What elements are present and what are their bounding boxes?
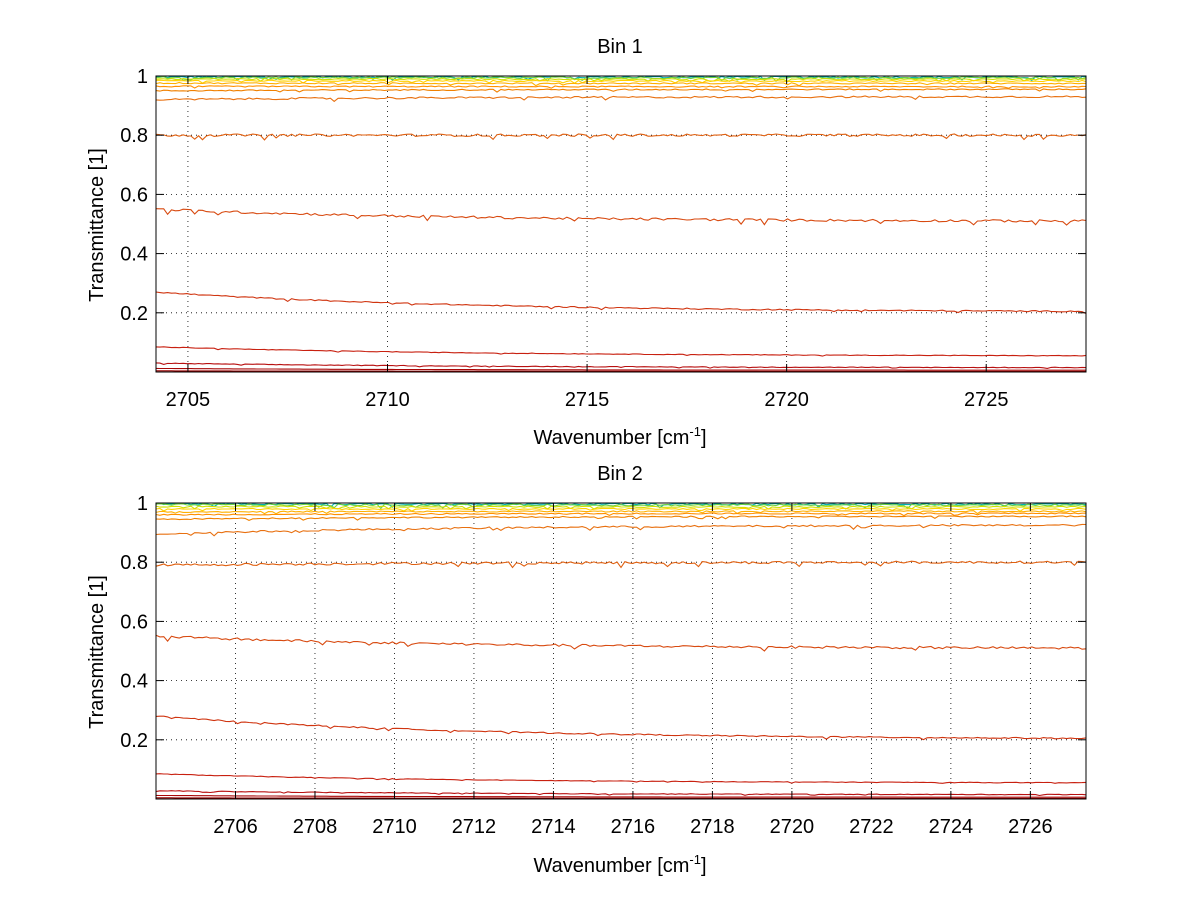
x-axis-label-tail: ]	[701, 855, 707, 877]
series-line	[155, 515, 1087, 522]
x-tick-label: 2714	[531, 816, 576, 838]
series-line	[155, 507, 1087, 512]
x-axis-label: Wavenumber [cm-1]	[533, 424, 706, 449]
series-line	[156, 370, 1086, 372]
x-tick-label: 2718	[690, 816, 735, 838]
x-tick-label: 2712	[452, 816, 497, 838]
series-line	[155, 95, 1087, 103]
ticks: 2705 2710 2715 2720 2725 0.2 0.4 0.6 0.8 1	[120, 66, 1086, 411]
series-line	[155, 79, 1087, 84]
x-tick-label: 2725	[964, 389, 1009, 411]
y-axis-label: Transmittance [1]	[86, 148, 108, 302]
y-tick-label: 0.2	[120, 303, 148, 325]
series-line	[155, 794, 1086, 798]
series-line	[155, 634, 1087, 652]
series-line	[155, 773, 1087, 784]
x-tick-label: 2715	[565, 389, 610, 411]
axes-frame	[155, 75, 1087, 373]
axes-frame	[155, 502, 1087, 800]
x-tick-label: 2708	[293, 816, 338, 838]
series-group	[155, 502, 1087, 799]
x-axis-label: Wavenumber [cm-1]	[533, 852, 706, 877]
series-line	[155, 523, 1087, 537]
x-tick-label: 2726	[1008, 816, 1053, 838]
y-tick-label: 1	[137, 493, 148, 515]
x-tick-label: 2720	[764, 389, 809, 411]
series-line	[155, 560, 1087, 569]
series-line	[155, 77, 1087, 83]
x-tick-label: 2722	[849, 816, 894, 838]
x-axis-label-superscript: -1	[689, 852, 701, 867]
series-line	[156, 503, 1087, 510]
x-axis-label-main: Wavenumber [cm	[533, 427, 689, 449]
series-line	[155, 512, 1086, 517]
series-line	[155, 208, 1087, 226]
ticks: 2706 2708 2710 2712 2714 2716 2718 2720 2722 2724…	[120, 493, 1086, 838]
series-line	[155, 133, 1087, 141]
y-tick-label: 0.8	[120, 552, 148, 574]
x-tick-label: 2716	[611, 816, 656, 838]
series-line	[155, 790, 1087, 797]
series-line	[155, 76, 1087, 82]
series-line	[155, 505, 1087, 510]
chart-title: Bin 1	[597, 36, 643, 58]
series-line	[155, 85, 1087, 89]
axes-bin-2: Bin 2 Transmittance [1] Wavenumber [cm-1…	[86, 463, 1087, 877]
x-tick-label: 2724	[929, 816, 974, 838]
x-tick-label: 2720	[770, 816, 815, 838]
series-line	[155, 367, 1086, 371]
y-tick-label: 0.6	[120, 184, 148, 206]
y-tick-label: 0.6	[120, 611, 148, 633]
series-line	[155, 715, 1087, 741]
y-tick-label: 1	[137, 66, 148, 88]
series-line	[155, 346, 1087, 357]
grid	[156, 502, 1086, 799]
chart-title: Bin 2	[597, 463, 643, 485]
x-tick-label: 2710	[372, 816, 417, 838]
series-group	[155, 75, 1087, 372]
series-line	[156, 797, 1086, 799]
series-line	[155, 510, 1087, 515]
series-line	[155, 362, 1087, 369]
y-tick-label: 0.4	[120, 671, 148, 693]
x-tick-label: 2706	[213, 816, 258, 838]
x-axis-label-main: Wavenumber [cm	[533, 855, 689, 877]
y-axis-label: Transmittance [1]	[86, 575, 108, 729]
x-tick-label: 2705	[166, 389, 211, 411]
y-tick-label: 0.8	[120, 125, 148, 147]
series-line	[155, 291, 1087, 314]
y-tick-label: 0.2	[120, 730, 148, 752]
series-line	[155, 88, 1087, 93]
y-tick-label: 0.4	[120, 244, 148, 266]
x-axis-label-superscript: -1	[689, 424, 701, 439]
series-line	[155, 81, 1086, 87]
axes-bin-1: Bin 1 Transmittance [1] Wavenumber [cm-1…	[86, 36, 1087, 449]
x-tick-label: 2710	[365, 389, 410, 411]
x-axis-label-tail: ]	[701, 427, 707, 449]
